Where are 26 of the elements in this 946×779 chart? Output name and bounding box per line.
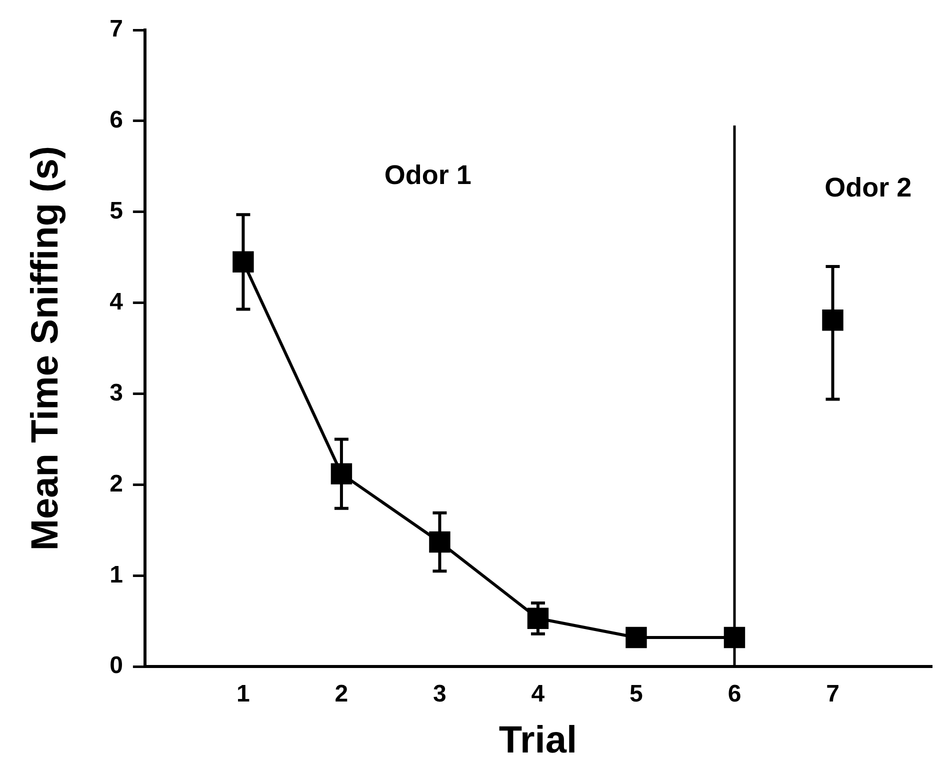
y-tick-label: 6: [110, 106, 123, 134]
y-tick-label: 4: [110, 288, 124, 316]
point: [626, 626, 647, 648]
x-tick-label: 1: [236, 680, 250, 708]
x-tick-label: 5: [630, 680, 643, 708]
annotation: Odor 1: [384, 160, 472, 190]
point: [822, 310, 844, 331]
x-tick-label: 6: [728, 680, 742, 708]
point: [429, 531, 450, 553]
y-tick-label: 0: [110, 652, 123, 680]
y-tick-label: 1: [110, 561, 123, 588]
x-axis-title: Trial: [498, 720, 578, 762]
y-tick-label: 7: [110, 16, 123, 43]
y-tick-label: 3: [110, 379, 123, 406]
x-tick-label: 3: [433, 680, 446, 708]
point: [232, 251, 254, 273]
y-tick-label: 2: [110, 470, 123, 498]
point: [527, 608, 549, 630]
point: [724, 626, 746, 648]
x-tick-label: 2: [334, 680, 348, 708]
x-tick-label: 4: [531, 680, 546, 708]
point: [330, 463, 352, 484]
y-axis-title: Mean Time Sniffing (s): [24, 146, 66, 551]
annotation: Odor 2: [824, 172, 912, 203]
y-tick-label: 5: [110, 198, 123, 225]
x-tick-label: 7: [826, 680, 840, 708]
